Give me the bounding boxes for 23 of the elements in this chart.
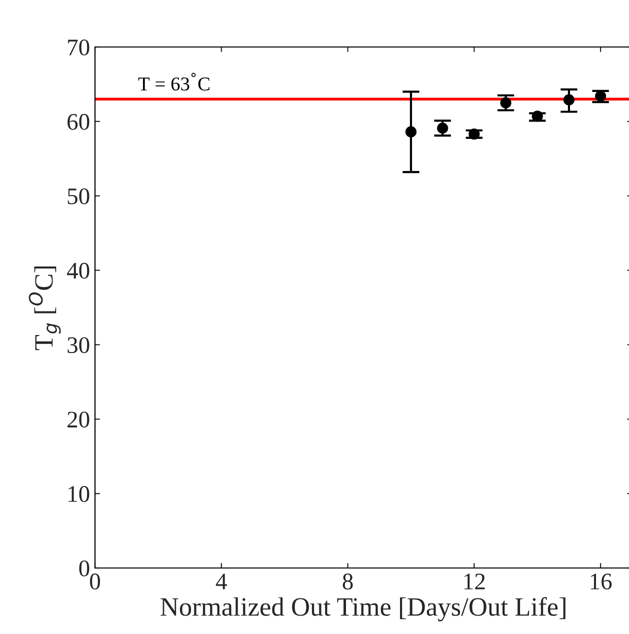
point — [595, 90, 606, 102]
y-tick-label: 50 — [68, 188, 90, 204]
point — [532, 110, 543, 122]
point — [563, 94, 575, 106]
y-tick-label: 20 — [68, 412, 90, 428]
y-tick-label: 0 — [79, 560, 90, 576]
x-tick-label: 0 — [90, 574, 100, 590]
x-tick-label: 12 — [464, 574, 485, 590]
point — [437, 122, 448, 134]
y-tick-label: 40 — [66, 262, 90, 279]
point — [500, 97, 512, 108]
x-tick-label: 8 — [342, 574, 353, 590]
y-tick-label: 60 — [68, 114, 90, 130]
x-tick-label: 16 — [590, 574, 612, 590]
y-tick-label: 70 — [68, 39, 90, 56]
x-axis-title: Normalized Out Time [Days/Out Life] — [160, 597, 566, 622]
x-tick-label: 4 — [216, 574, 227, 590]
point — [468, 128, 480, 140]
y-axis-title: T$_{g}$ [$^{O}$C] — [28, 266, 61, 350]
point — [405, 126, 417, 138]
y-tick-label: 10 — [68, 486, 90, 502]
y-tick-label: 30 — [68, 337, 90, 354]
ref-line-label: T = 63$^{°}$C — [138, 72, 210, 91]
